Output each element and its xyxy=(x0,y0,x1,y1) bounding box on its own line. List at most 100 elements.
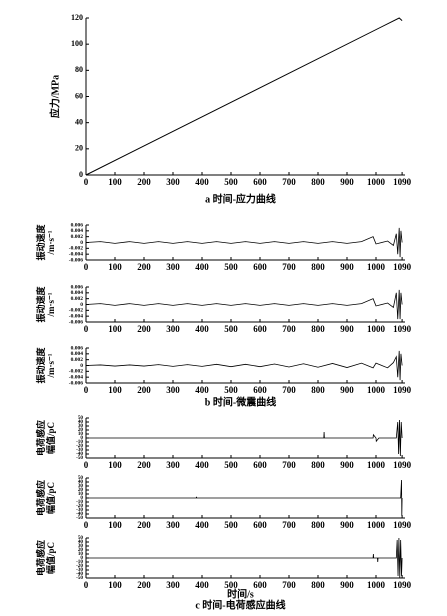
x-tick-label: 900 xyxy=(340,324,354,334)
x-tick-label: 200 xyxy=(137,177,151,187)
y-tick-label: -20 xyxy=(76,443,83,449)
x-tick-label: 600 xyxy=(253,262,267,272)
x-tick-label: 100 xyxy=(108,385,122,395)
x-tick-label: 0 xyxy=(84,580,89,590)
x-tick-label: 800 xyxy=(311,177,325,187)
caption: a 时间-应力曲线 xyxy=(205,192,276,205)
x-tick-label: 800 xyxy=(311,324,325,334)
y-tick-label: -30 xyxy=(76,507,83,513)
x-tick-label: 400 xyxy=(195,177,209,187)
x-tick-label: 1000 xyxy=(367,177,386,187)
x-tick-label: 1000 xyxy=(367,324,386,334)
y-tick-label: 50 xyxy=(78,535,84,541)
y-tick-label: 20 xyxy=(78,427,84,433)
x-tick-label: 100 xyxy=(108,324,122,334)
y-tick-label: 10 xyxy=(78,551,84,557)
x-tick-label: 500 xyxy=(224,520,238,530)
x-tick-label: 1090 xyxy=(393,580,412,590)
y-tick-label: -50 xyxy=(76,575,83,581)
x-tick-label: 700 xyxy=(282,262,296,272)
y-tick-label: 10 xyxy=(78,491,84,497)
x-tick-label: 1090 xyxy=(393,177,412,187)
y-tick-label: 60 xyxy=(75,91,83,100)
caption: c 时间-电荷感应曲线 xyxy=(195,598,285,611)
x-tick-label: 400 xyxy=(195,460,209,470)
x-tick-label: 1000 xyxy=(367,262,386,272)
x-tick-label: 800 xyxy=(311,520,325,530)
x-tick-label: 600 xyxy=(253,177,267,187)
x-tick-label: 100 xyxy=(108,520,122,530)
caption: b 时间-微震曲线 xyxy=(205,395,276,408)
x-tick-label: 400 xyxy=(195,580,209,590)
x-tick-label: 800 xyxy=(311,262,325,272)
y-tick-label: -50 xyxy=(76,455,83,461)
y-axis-label: /m·s⁻¹ xyxy=(46,230,56,255)
y-axis-label: 电荷感应 xyxy=(35,480,46,516)
x-tick-label: 400 xyxy=(195,385,209,395)
x-tick-label: 0 xyxy=(84,460,89,470)
x-tick-label: 200 xyxy=(137,262,151,272)
y-tick-label: -0.004 xyxy=(69,374,83,380)
x-tick-label: 100 xyxy=(108,177,122,187)
x-tick-label: 500 xyxy=(224,580,238,590)
x-tick-label: 200 xyxy=(137,520,151,530)
y-tick-label: -0.006 xyxy=(69,319,83,325)
x-tick-label: 1000 xyxy=(367,520,386,530)
x-tick-label: 500 xyxy=(224,262,238,272)
y-axis-label: /m·s⁻¹ xyxy=(46,292,56,317)
x-tick-label: 700 xyxy=(282,520,296,530)
y-tick-label: -0.002 xyxy=(69,369,83,375)
y-tick-label: 30 xyxy=(78,543,84,549)
y-tick-label: -50 xyxy=(76,515,83,521)
y-tick-label: 0.004 xyxy=(71,290,84,296)
y-tick-label: 0.004 xyxy=(71,228,84,234)
y-tick-label: -40 xyxy=(76,571,83,577)
y-tick-label: -0.004 xyxy=(69,251,83,257)
x-tick-label: 600 xyxy=(253,324,267,334)
y-tick-label: -0.002 xyxy=(69,246,83,252)
x-tick-label: 100 xyxy=(108,262,122,272)
x-tick-label: 0 xyxy=(84,324,89,334)
x-tick-label: 600 xyxy=(253,520,267,530)
y-tick-label: 0 xyxy=(79,170,83,179)
x-tick-label: 900 xyxy=(340,520,354,530)
y-tick-label: 40 xyxy=(75,117,83,126)
y-tick-label: -20 xyxy=(76,503,83,509)
x-tick-label: 400 xyxy=(195,262,209,272)
x-tick-label: 800 xyxy=(311,580,325,590)
x-tick-label: 1000 xyxy=(367,460,386,470)
data-line xyxy=(86,419,403,457)
y-tick-label: 0 xyxy=(80,302,83,308)
x-tick-label: 1090 xyxy=(393,460,412,470)
data-line xyxy=(85,350,403,381)
y-axis-label: 振动速度 xyxy=(35,286,46,323)
y-tick-label: -10 xyxy=(76,439,83,445)
y-tick-label: -10 xyxy=(76,499,83,505)
y-tick-label: 0.002 xyxy=(71,234,84,240)
y-tick-label: 10 xyxy=(78,431,84,437)
x-axis-label: 时间/s xyxy=(227,587,254,600)
y-tick-label: -30 xyxy=(76,447,83,453)
x-tick-label: 800 xyxy=(311,385,325,395)
x-tick-label: 800 xyxy=(311,460,325,470)
x-tick-label: 100 xyxy=(108,460,122,470)
x-tick-label: 600 xyxy=(253,385,267,395)
y-tick-label: -0.006 xyxy=(69,380,83,386)
y-tick-label: 0 xyxy=(80,495,83,501)
y-tick-label: 30 xyxy=(78,483,84,489)
y-axis-label: 振动速度 xyxy=(35,224,46,261)
y-tick-label: 30 xyxy=(78,423,84,429)
y-tick-label: 50 xyxy=(78,415,84,421)
y-axis-label: 幅值/pC xyxy=(45,542,56,574)
x-tick-label: 900 xyxy=(340,262,354,272)
x-tick-label: 200 xyxy=(137,385,151,395)
y-tick-label: 0 xyxy=(80,435,83,441)
x-tick-label: 500 xyxy=(224,385,238,395)
x-tick-label: 900 xyxy=(340,580,354,590)
y-tick-label: 0.006 xyxy=(71,222,84,228)
x-tick-label: 900 xyxy=(340,177,354,187)
data-line xyxy=(85,17,403,176)
x-tick-label: 300 xyxy=(166,520,180,530)
